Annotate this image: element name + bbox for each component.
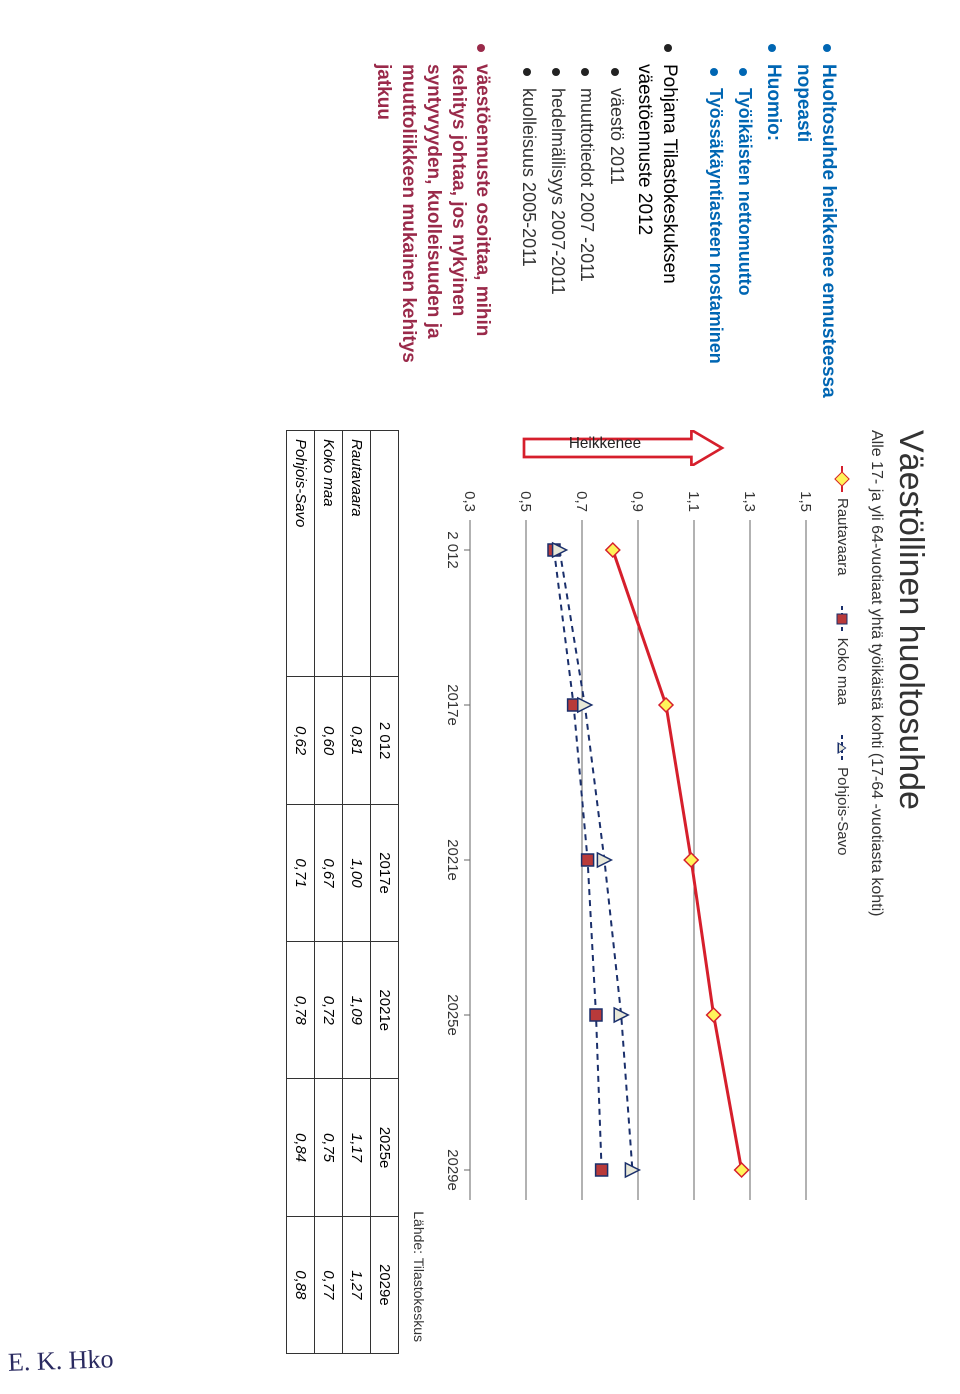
table-rowhead: Rautavaara (343, 431, 371, 677)
para-source-1: Pohjana Tilastokeskuksen väestöennuste 2… (634, 64, 680, 284)
legend-label-pohjoissavo: Pohjois-Savo (834, 767, 851, 855)
svg-text:0,5: 0,5 (517, 491, 534, 512)
table-header: 2025e (371, 1079, 399, 1216)
bullet-sub-2b: Työssäkäyntiasteen nostaminen (706, 88, 726, 364)
source-label: Lähde: Tilastokeskus (411, 430, 427, 1342)
para-source-1d: kuolleisuus 2005-2011 (519, 88, 539, 267)
left-column: Huoltosuhde heikkenee ennusteessa nopeas… (30, 40, 930, 400)
para-source-1a: väestö 2011 (607, 88, 627, 185)
legend-marker-rautavaara (842, 466, 844, 492)
line-chart: 0,3 0,5 0,7 0,9 1,1 1,3 1,5 2 012 2017e 2021e 2025… (436, 470, 816, 1210)
page-title: Väestöllinen huoltosuhde (891, 430, 930, 1354)
legend-marker-kokomaa (842, 606, 844, 632)
bullet-main-1: Huoltosuhde heikkenee ennusteessa nopeas… (793, 64, 839, 398)
table-rowhead: Pohjois-Savo (287, 431, 315, 677)
table-header: 2 012 (371, 677, 399, 805)
table-cell: 1,27 (343, 1216, 371, 1353)
heikkenee-arrow-icon: Heikkenee (514, 430, 734, 466)
table-header: 2029e (371, 1216, 399, 1353)
table-cell: 0,88 (287, 1216, 315, 1353)
svg-text:1,5: 1,5 (797, 491, 814, 512)
table-cell: 0,72 (315, 942, 343, 1079)
bullet-sub-2a: Työikäisten nettomuutto (735, 88, 755, 296)
legend-label-rautavaara: Rautavaara (834, 498, 851, 576)
table-cell: 0,71 (287, 804, 315, 941)
legend-label-kokomaa: Koko maa (834, 638, 851, 706)
svg-text:2 012: 2 012 (444, 531, 461, 569)
para-source-1c: hedelmällisyys 2007-2011 (548, 88, 568, 295)
legend: Rautavaara Koko maa Pohjois-Savo (834, 430, 851, 1354)
table-row: Koko maa0,600,670,720,750,77 (315, 431, 343, 1354)
data-table: 2 0122017e2021e2025e2029e Rautavaara0,81… (286, 430, 399, 1354)
right-column: Väestöllinen huoltosuhde Alle 17- ja yli… (30, 430, 930, 1354)
table-cell: 0,75 (315, 1079, 343, 1216)
svg-text:2021e: 2021e (444, 839, 461, 881)
table-cell: 1,09 (343, 942, 371, 1079)
svg-text:1,1: 1,1 (685, 491, 702, 512)
svg-text:1,3: 1,3 (741, 491, 758, 512)
svg-text:2029e: 2029e (444, 1149, 461, 1191)
table-cell: 1,17 (343, 1079, 371, 1216)
table-cell: 1,00 (343, 804, 371, 941)
table-header (371, 431, 399, 677)
para-source-1b: muuttotiedot 2007 -2011 (577, 88, 597, 282)
table-cell: 0,77 (315, 1216, 343, 1353)
bullet-main-2: Huomio: (763, 64, 784, 141)
handwriting-signature: E. K. Hko (8, 1344, 114, 1378)
table-cell: 0,67 (315, 804, 343, 941)
table-cell: 0,84 (287, 1079, 315, 1216)
page: Huoltosuhde heikkenee ennusteessa nopeas… (0, 0, 960, 1394)
table-header: 2017e (371, 804, 399, 941)
subtitle: Alle 17- ja yli 64-vuotiaat yhtä työikäi… (867, 430, 885, 1354)
table-cell: 0,81 (343, 677, 371, 805)
bullet-maroon-1: väestöennuste osoittaa, mihin kehitys jo… (373, 64, 493, 363)
svg-text:0,3: 0,3 (461, 491, 478, 512)
table-cell: 0,62 (287, 677, 315, 805)
table-cell: 0,78 (287, 942, 315, 1079)
svg-text:2025e: 2025e (444, 994, 461, 1036)
table-cell: 0,60 (315, 677, 343, 805)
legend-marker-pohjoissavo (842, 735, 844, 761)
svg-text:0,7: 0,7 (573, 491, 590, 512)
table-row: Rautavaara0,811,001,091,171,27 (343, 431, 371, 1354)
table-header: 2021e (371, 942, 399, 1079)
svg-text:Heikkenee: Heikkenee (569, 435, 641, 452)
table-rowhead: Koko maa (315, 431, 343, 677)
svg-text:2017e: 2017e (444, 684, 461, 726)
table-row: Pohjois-Savo0,620,710,780,840,88 (287, 431, 315, 1354)
svg-text:0,9: 0,9 (629, 491, 646, 512)
